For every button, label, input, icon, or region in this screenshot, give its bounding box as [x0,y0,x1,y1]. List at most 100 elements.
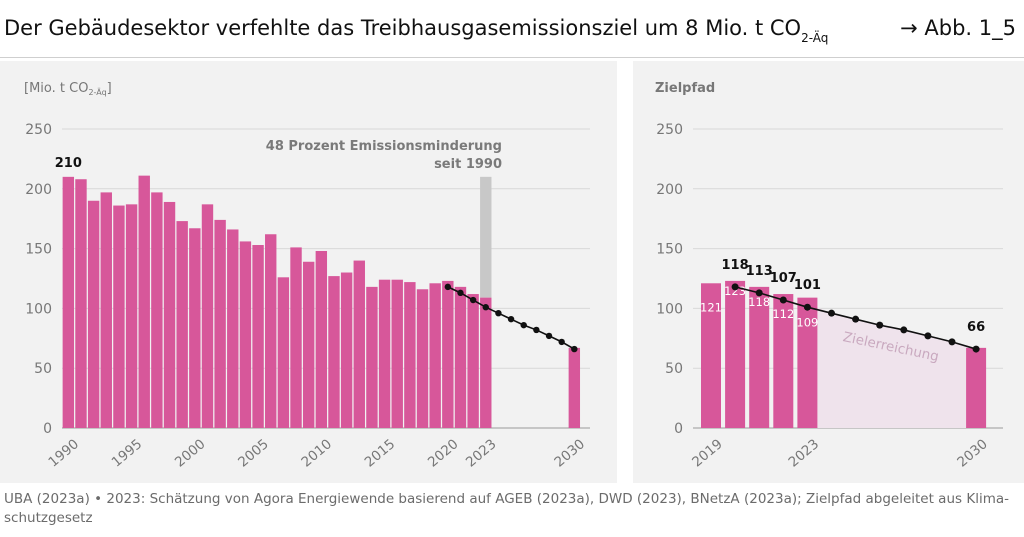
target-path-point [972,345,980,353]
target-path-point [533,326,540,334]
history-chart: 0 50 100 150 200 250 [Mio. t CO2-Äq] 210 48 Proz… [24,81,590,470]
target-path-point [779,296,787,304]
source-note: UBA (2023a) • 2023: Schätzung von Agora … [4,491,1009,526]
emission-bar [328,276,340,428]
emission-bar [100,192,112,428]
target-path-point [444,283,452,291]
y-tick-label: 50 [665,361,683,377]
target-path-chart-panel: 0 50 100 150 200 250 Zielpfad Zielerreichung 121… [633,61,1024,483]
emission-bar [265,234,277,428]
x-tick-label: 2030 [954,436,991,470]
y-tick-label: 250 [25,122,52,138]
bar-data-label: 112 [772,307,794,321]
emission-bar [340,272,353,428]
history-chart-panel: 0 50 100 150 200 250 [Mio. t CO2-Äq] 210 48 Proz… [0,61,617,483]
emission-bar [189,228,201,428]
emission-bar [214,219,226,428]
target-path-point [852,315,860,323]
x-tick-label: 1995 [109,436,146,470]
title-subscript: 2-Äq [801,31,829,45]
y-axis-label-sub: 2-Äq [88,87,106,97]
target-value-label: 101 [794,278,821,293]
emission-bar [568,347,581,428]
y-tick-label: 0 [43,421,52,437]
y-axis-label-end: ] [107,81,112,96]
emission-bar [416,289,429,428]
target-value-label: 107 [770,271,797,286]
target-path-chart: 050100150200250ZielpfadZielerreichung121… [655,81,1003,470]
x-tick-label: 2020 [425,436,462,470]
title-divider [0,57,1024,58]
title-main: Der Gebäudesektor verfehlte das Treibhau… [4,16,802,40]
emission-bar [467,294,479,428]
target-path-point [558,338,565,346]
target-path-point [876,321,884,329]
emission-bar [701,283,721,428]
target-achievement-area [817,307,977,428]
emission-bar [773,294,794,428]
emission-bar [404,282,416,428]
chart-title: Zielpfad [655,81,715,96]
emission-bar [138,175,150,428]
title-bar: Der Gebäudesektor verfehlte das Treibhau… [0,0,1024,58]
target-path-point [495,309,502,317]
emission-bar [113,205,125,428]
emission-bar [252,245,264,428]
emission-bar [749,286,770,428]
target-path-point [755,289,763,297]
emission-bar [239,241,252,428]
emission-bar [797,297,818,428]
emission-bar [227,229,239,428]
target-path-point [948,338,956,346]
bar-data-label: 109 [796,316,818,330]
emission-bar [966,347,987,428]
target-path-point [482,304,489,311]
bar-data-label: 123 [724,284,746,298]
emission-bar [366,286,378,428]
emission-bar [87,200,100,428]
bar-data-label: 121 [700,300,722,314]
emission-bar [378,279,391,428]
target-path-point [571,345,578,353]
emission-bar [391,279,403,428]
emission-bar [442,280,454,428]
x-tick-label: 2030 [551,436,588,470]
reduction-annotation-line2: seit 1990 [434,157,502,172]
x-tick-label: 2005 [235,436,272,470]
x-tick-label: 1990 [45,436,82,470]
y-tick-label: 100 [25,301,52,317]
x-tick-label: 2010 [298,436,335,470]
y-tick-label: 200 [656,182,683,198]
x-tick-label: 2023 [786,436,823,470]
emission-bar [163,201,176,428]
target-value-label: 118 [722,258,749,273]
x-tick-label: 2000 [172,436,209,470]
y-axis-label-main: [Mio. t CO [24,81,88,96]
emission-bar [151,192,163,428]
y-tick-label: 200 [25,182,52,198]
target-path-point [900,326,908,334]
emission-bar [290,247,302,428]
target-value-label: 113 [746,264,773,279]
figure-reference: → Abb. 1_5 [900,16,1016,40]
target-path-point [520,321,527,329]
target-path-point [731,283,739,291]
emission-bar [725,280,746,428]
emission-bar [353,260,365,428]
y-axis-label: [Mio. t CO2-Äq] [24,81,112,97]
x-tick-label: 2023 [463,436,500,470]
target-path-point [545,332,553,340]
emission-bar [302,261,315,428]
y-tick-label: 150 [25,242,52,258]
target-path-point [469,296,477,304]
y-tick-label: 100 [656,301,683,317]
y-tick-label: 50 [34,361,52,377]
emission-bar [75,179,87,428]
emission-bar [176,221,188,428]
emission-bar [315,250,328,428]
emission-bar [480,297,492,428]
emission-bar [429,283,441,428]
target-value-label: 66 [967,320,985,335]
y-tick-label: 250 [656,122,683,138]
target-path-point [457,289,464,297]
